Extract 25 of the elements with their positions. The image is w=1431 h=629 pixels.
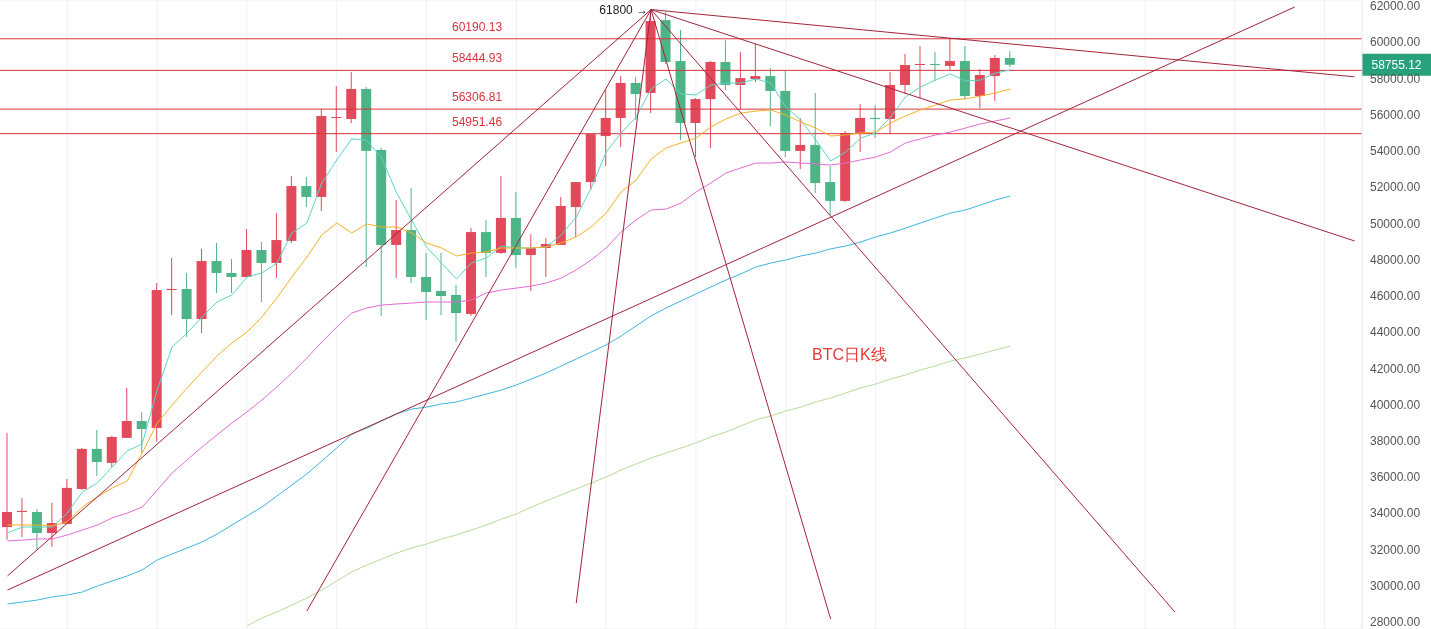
y-tick-label: 50000.00 [1370,216,1421,231]
y-tick-label: 34000.00 [1370,506,1421,521]
y-tick-label: 54000.00 [1370,144,1421,159]
y-tick-label: 60000.00 [1370,35,1421,50]
y-tick-label: 38000.00 [1370,434,1421,449]
text: 58755.12 [1371,57,1422,72]
y-tick-label: 42000.00 [1370,361,1421,376]
y-tick-label: 46000.00 [1370,289,1421,304]
y-tick-label: 56000.00 [1370,107,1421,122]
y-tick-label: 52000.00 [1370,180,1421,195]
y-tick-label: 58000.00 [1370,71,1421,86]
y-tick-label: 44000.00 [1370,325,1421,340]
ref-line-label: 54951.46 [452,114,503,129]
y-tick-label: 36000.00 [1370,470,1421,485]
y-tick-label: 48000.00 [1370,252,1421,267]
ref-line-label: 60190.13 [452,19,503,34]
ref-line-label: 58444.93 [452,51,503,66]
annotation: 61800 → [599,2,649,17]
y-tick-label: 30000.00 [1370,578,1421,593]
y-tick-label: 32000.00 [1370,542,1421,557]
annotation: BTC日K线 [812,345,887,365]
ref-line-label: 56306.81 [452,90,503,105]
y-tick-label: 40000.00 [1370,397,1421,412]
y-tick-label: 28000.00 [1370,615,1421,629]
y-tick-label: 62000.00 [1370,0,1421,14]
